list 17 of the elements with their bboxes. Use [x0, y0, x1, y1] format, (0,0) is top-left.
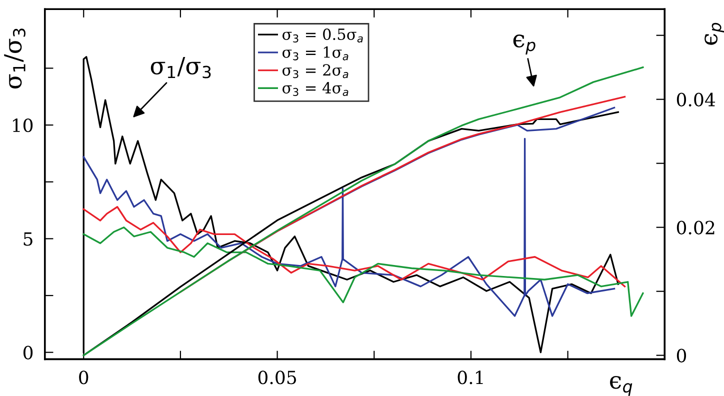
legend-label: σ$_{3}$ = 4σ$_{a}$ — [282, 82, 348, 96]
legend-label: σ$_{3}$ = 1σ$_{a}$ — [282, 46, 348, 60]
y-axis-title: σ$_{1}$/σ$_{3}$ — [4, 28, 26, 88]
x-tick-label: 0.1 — [458, 370, 483, 384]
x-tick-label: 0 — [79, 370, 88, 384]
x-axis-title: ϵ$_{q}$ — [610, 376, 632, 396]
y-tick-label: 10 — [13, 118, 33, 132]
y-tick-label: 0 — [23, 346, 33, 360]
annotation: ϵ$_{p}$ — [513, 34, 536, 54]
y2-tick-label: 0 — [676, 348, 686, 362]
legend-label: σ$_{3}$ = 0.5σ$_{a}$ — [282, 28, 363, 42]
annotation: σ$_{1}$/σ$_{3}$ — [150, 56, 211, 78]
y2-tick-label: 0.04 — [676, 92, 716, 106]
x-tick-label: 0.05 — [258, 370, 296, 384]
y2-tick-label: 0.02 — [676, 220, 714, 234]
y-tick-label: 5 — [24, 232, 32, 246]
legend-label: σ$_{3}$ = 2σ$_{a}$ — [282, 64, 348, 78]
